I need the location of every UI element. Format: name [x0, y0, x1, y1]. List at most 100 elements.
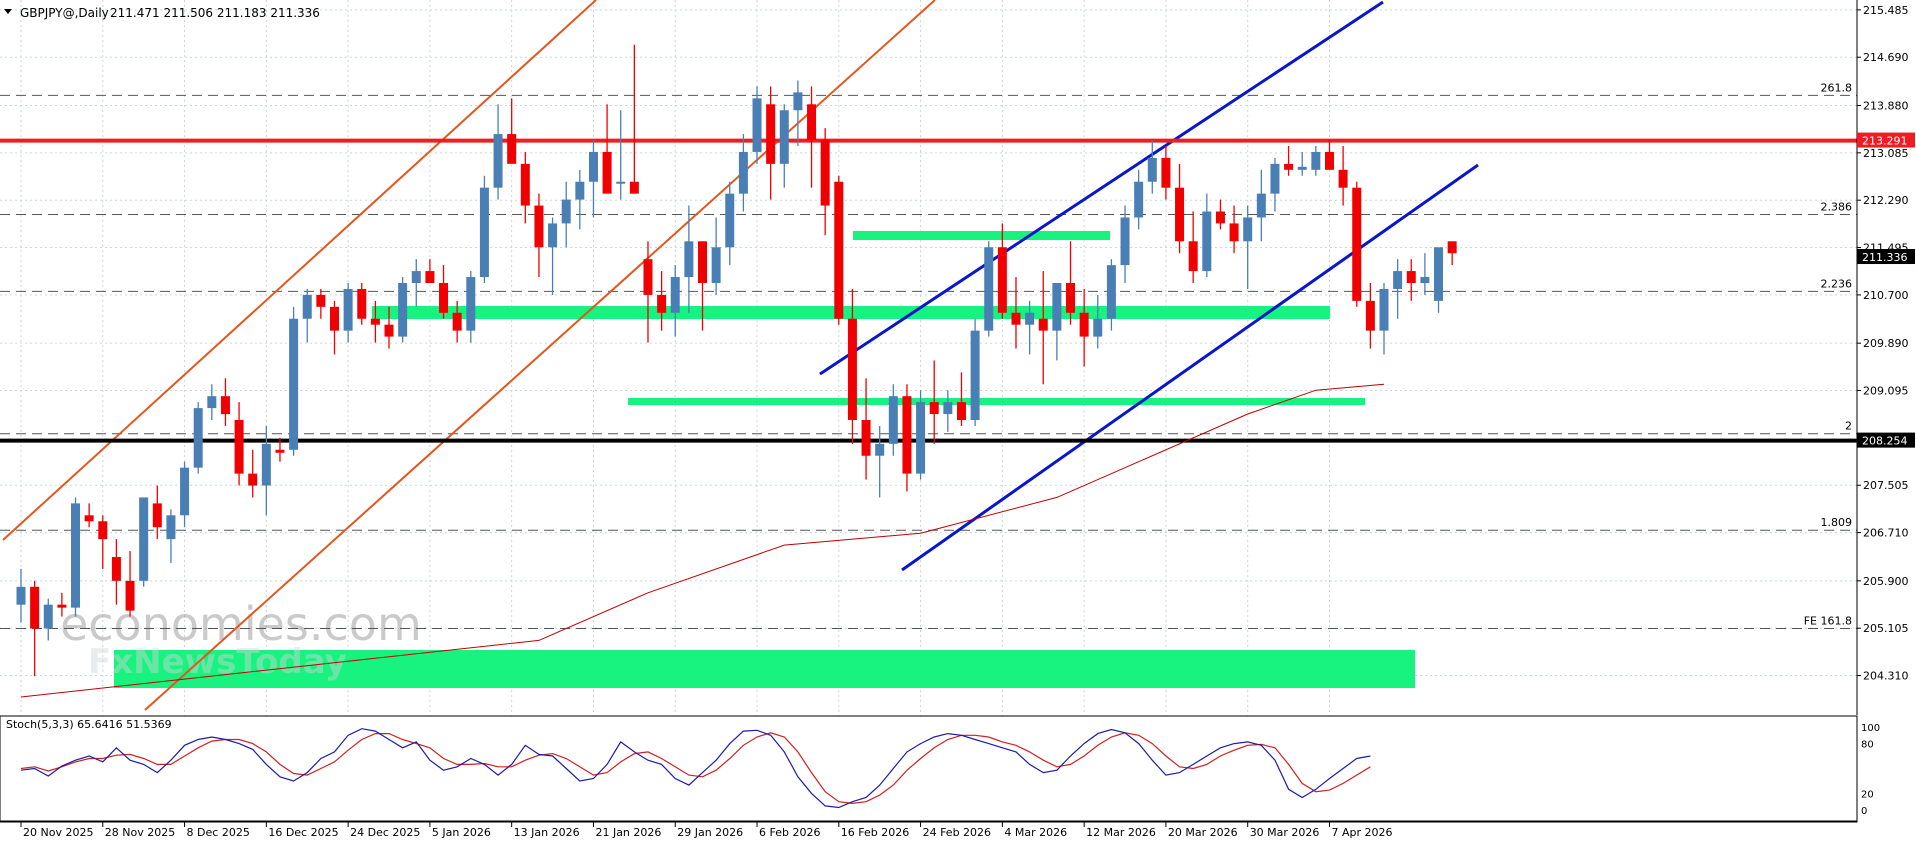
candle-body — [370, 318, 380, 325]
candle-body — [425, 271, 435, 283]
time-label: 13 Jan 2026 — [514, 826, 580, 839]
candle — [166, 509, 176, 563]
candle-body — [711, 247, 721, 283]
time-label: 24 Feb 2026 — [923, 826, 991, 839]
candle — [1447, 241, 1457, 266]
candle-body — [1188, 241, 1198, 272]
candle-body — [1447, 241, 1457, 254]
time-label: 6 Feb 2026 — [759, 826, 820, 839]
candle-body — [1256, 193, 1266, 218]
candle — [875, 425, 885, 498]
candle-body — [916, 402, 926, 474]
candle — [1120, 205, 1130, 283]
candle — [71, 497, 81, 617]
candle-body — [1379, 288, 1389, 331]
candle — [1038, 271, 1048, 385]
candle-body — [1052, 282, 1062, 331]
candle-body — [507, 134, 517, 164]
candle — [1025, 300, 1035, 355]
candle — [1284, 145, 1294, 176]
candle-body — [888, 396, 898, 444]
time-label: 30 Mar 2026 — [1250, 826, 1320, 839]
candle-body — [493, 134, 503, 188]
candle — [793, 80, 803, 146]
zone-narrow-2 — [853, 231, 1110, 240]
candle — [507, 98, 517, 164]
candle-body — [466, 277, 476, 331]
candle-body — [329, 306, 339, 331]
candle-body — [548, 223, 558, 248]
candle — [807, 86, 817, 188]
candle-body — [98, 521, 108, 540]
candle-body — [248, 473, 258, 486]
candle-body — [30, 586, 40, 629]
candle — [1311, 145, 1321, 176]
candle — [275, 437, 285, 462]
candle-body — [1011, 312, 1021, 325]
candle — [1106, 259, 1116, 331]
candle — [1093, 294, 1103, 349]
candle — [207, 384, 217, 421]
candle — [139, 497, 149, 587]
fib-label: 261.8 — [1821, 81, 1853, 94]
candle-body — [629, 181, 639, 194]
candle-body — [71, 503, 81, 608]
candle — [943, 390, 953, 432]
blue-channel-upper — [819, 0, 1384, 376]
price-label: 210.700 — [1863, 289, 1909, 302]
trend-channels — [2, 0, 1479, 711]
price-label: 212.290 — [1863, 194, 1909, 207]
candle-body — [1311, 151, 1321, 170]
resistance-price-tag — [1857, 132, 1915, 148]
fibonacci-levels: 261.8 2.386 2.236 2 1.809 FE 161.8 — [0, 81, 1857, 629]
candle — [30, 580, 40, 677]
candle-body — [1066, 282, 1076, 313]
candle — [1011, 277, 1021, 349]
stochastic-panel: 100 80 20 0 Stoch(5,3,3) 65.6416 51.5369 — [0, 715, 1880, 823]
candle-body — [1338, 169, 1348, 188]
candle-body — [302, 294, 312, 319]
stoch-scale-label: 80 — [1861, 740, 1874, 751]
candle-body — [875, 443, 885, 456]
candle-body — [234, 420, 244, 474]
candle-body — [452, 312, 462, 331]
candle — [289, 306, 299, 456]
candle — [657, 271, 667, 331]
candle — [902, 384, 912, 492]
candle — [234, 402, 244, 486]
candle-body — [766, 104, 776, 164]
candle-body — [1079, 312, 1089, 337]
candle — [1147, 140, 1157, 194]
candle — [1134, 169, 1144, 230]
candle-body — [1297, 166, 1307, 170]
candle-body — [807, 104, 817, 141]
candle-body — [588, 151, 598, 182]
candle-body — [1229, 223, 1239, 242]
candle-body — [929, 402, 939, 415]
stoch-main-line — [20, 728, 1371, 809]
candle — [548, 217, 558, 295]
candle — [261, 425, 271, 516]
candle — [1079, 288, 1089, 367]
candle-body — [670, 277, 680, 313]
candle-body — [479, 187, 489, 278]
fib-label: 2.386 — [1821, 200, 1853, 213]
support-resistance-zones — [114, 231, 1415, 688]
candle — [1161, 145, 1171, 200]
dropdown-arrow-icon[interactable] — [4, 9, 12, 14]
candle — [1188, 211, 1198, 283]
zone-narrow-1 — [628, 398, 1365, 405]
price-label: 209.095 — [1863, 385, 1909, 398]
symbol-label: GBPJPY@,Daily — [20, 6, 109, 20]
candle-body — [616, 181, 626, 184]
candle — [779, 104, 789, 188]
candle — [1215, 199, 1225, 230]
candle — [916, 390, 926, 480]
candle-body — [275, 449, 285, 453]
candle — [329, 300, 339, 355]
candle — [425, 259, 435, 283]
support-price-label: 208.254 — [1862, 435, 1908, 448]
candle-body — [1161, 157, 1171, 188]
price-label: 205.900 — [1863, 575, 1909, 588]
